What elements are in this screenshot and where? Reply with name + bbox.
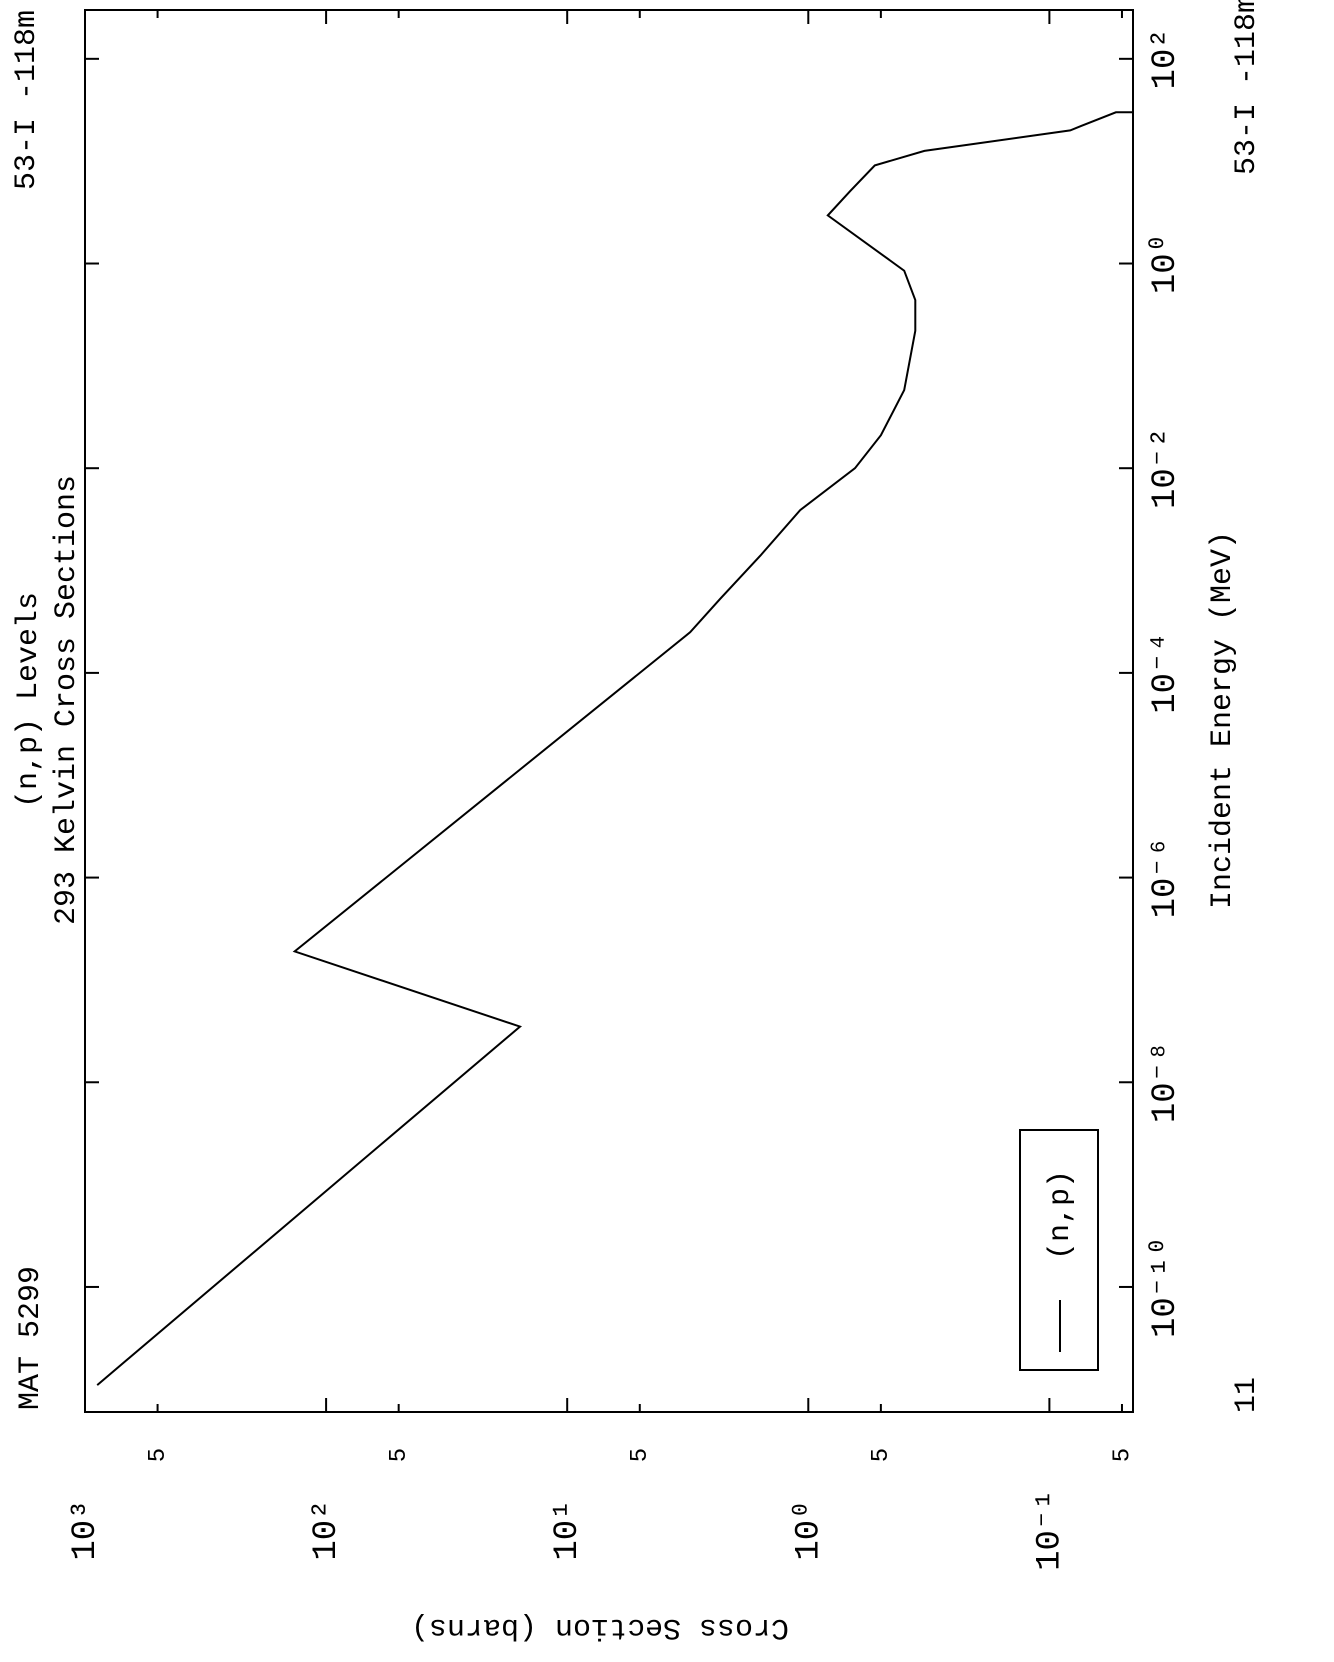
x-tick-label: 10⁻² (1147, 427, 1185, 509)
y-tick-label: 5 (386, 1448, 413, 1462)
x-tick-label: 10⁻⁴ (1147, 632, 1185, 714)
legend-box (1019, 1129, 1099, 1371)
y-tick-label: 10³ (67, 1499, 105, 1560)
chart-subtitle: 293 Kelvin Cross Sections (50, 475, 84, 925)
y-tick-label: 5 (627, 1448, 654, 1462)
y-tick-label: 10¹ (549, 1499, 587, 1560)
x-tick-label: 10⁻⁶ (1147, 837, 1185, 919)
y-tick-label: 5 (145, 1448, 172, 1462)
y-tick-label: 10⁰ (790, 1499, 828, 1560)
y-tick-label: 5 (868, 1448, 895, 1462)
y-tick-label: 10² (308, 1499, 346, 1560)
y-tick-label: 10⁻¹ (1031, 1489, 1069, 1571)
x-tick-label: 10² (1147, 28, 1185, 89)
legend-label: (n,p) (1044, 1170, 1078, 1260)
y-tick-label: 5 (1109, 1448, 1136, 1462)
isotope-label: 53-I -118m (1230, 0, 1264, 175)
plot-frame (84, 9, 1134, 1413)
y-axis-label: Cross Section (barns) (411, 1610, 789, 1644)
x-tick-label: 10⁻⁸ (1147, 1041, 1185, 1123)
x-tick-label: 10⁰ (1147, 233, 1185, 294)
data-line (96, 111, 1133, 1386)
x-tick-label: 10⁻¹⁰ (1147, 1236, 1185, 1338)
chart-title: (n,p) Levels (12, 592, 46, 808)
isotope-label: 53-I -118m (10, 10, 44, 190)
mat-label: MAT 5299 (14, 1266, 48, 1410)
page-number: 11 (1230, 1377, 1264, 1413)
x-axis-label: Incident Energy (MeV) (1206, 531, 1240, 909)
